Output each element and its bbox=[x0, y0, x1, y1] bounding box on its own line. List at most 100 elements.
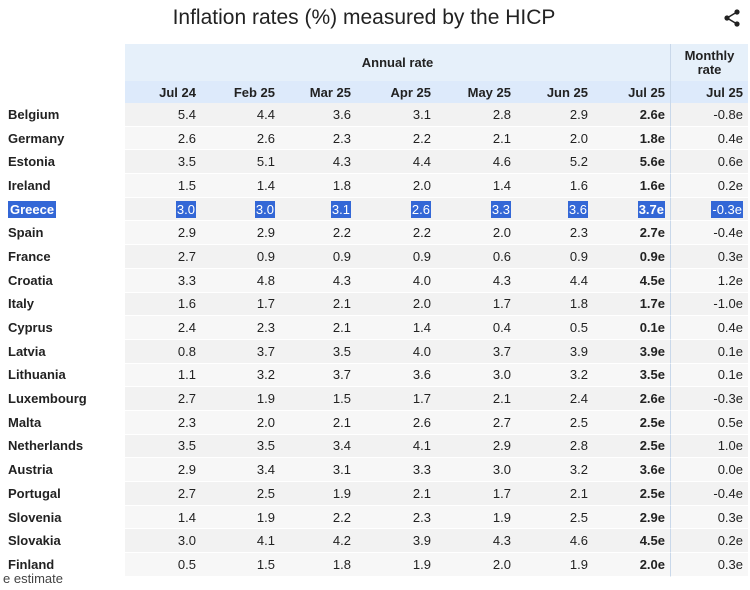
table-cell: 1.8 bbox=[280, 553, 356, 577]
table-cell: 4.4 bbox=[356, 150, 436, 175]
table-cell: 3.7 bbox=[201, 339, 280, 364]
table-cell: 1.6e bbox=[593, 174, 670, 198]
table-cell: 3.5 bbox=[125, 434, 201, 459]
table-cell: 2.0 bbox=[356, 292, 436, 317]
column-header[interactable]: Feb 25 bbox=[201, 81, 280, 103]
table-cell: 1.9 bbox=[436, 505, 516, 530]
country-name: Slovenia bbox=[3, 505, 125, 530]
table-cell: 3.0 bbox=[436, 458, 516, 482]
table-cell: 4.1 bbox=[201, 529, 280, 554]
table-cell: 2.1 bbox=[280, 410, 356, 435]
column-header[interactable]: Jul 24 bbox=[125, 81, 201, 103]
table-cell: 2.9 bbox=[201, 221, 280, 246]
table-cell: 0.4e bbox=[670, 316, 748, 340]
table-cell: 2.1 bbox=[280, 292, 356, 317]
table-row: Netherlands 3.5 3.5 3.4 4.1 2.9 2.8 2.5e 1.0e bbox=[3, 434, 748, 459]
table-cell: 2.0 bbox=[436, 221, 516, 246]
table-cell: 2.5 bbox=[516, 505, 593, 530]
table-cell: 3.9 bbox=[516, 339, 593, 364]
column-header[interactable]: Mar 25 bbox=[280, 81, 356, 103]
table-cell: 3.1 bbox=[280, 197, 356, 222]
page-title: Inflation rates (%) measured by the HICP bbox=[172, 6, 556, 29]
column-header[interactable]: Jun 25 bbox=[516, 81, 593, 103]
table-cell: 2.0 bbox=[356, 174, 436, 198]
table-row: Greece 3.0 3.0 3.1 2.6 3.3 3.6 3.7e -0.3e bbox=[3, 197, 748, 222]
table-cell: 2.7 bbox=[125, 245, 201, 269]
table-cell: 4.6 bbox=[436, 150, 516, 175]
table-cell: 2.7 bbox=[436, 410, 516, 435]
table-cell: 0.1e bbox=[593, 316, 670, 340]
column-header[interactable]: Jul 25 bbox=[670, 81, 748, 103]
table-cell: 4.4 bbox=[516, 268, 593, 293]
table-cell: 1.9 bbox=[201, 387, 280, 411]
table-cell: 2.6e bbox=[593, 103, 670, 127]
table-cell: 0.4 bbox=[436, 316, 516, 340]
table-cell: 2.0 bbox=[201, 410, 280, 435]
table-cell: 1.7 bbox=[201, 292, 280, 317]
table-cell: 0.4e bbox=[670, 126, 748, 151]
table-cell: 2.7 bbox=[125, 482, 201, 506]
table-cell: 4.1 bbox=[356, 434, 436, 459]
table-cell: 4.3 bbox=[436, 268, 516, 293]
table-row: Italy 1.6 1.7 2.1 2.0 1.7 1.8 1.7e -1.0e bbox=[3, 292, 748, 317]
table-cell: 2.0 bbox=[436, 553, 516, 577]
table-cell: 3.6e bbox=[593, 458, 670, 482]
table-cell: 2.6 bbox=[125, 126, 201, 151]
country-name: Luxembourg bbox=[3, 387, 125, 411]
table-cell: 4.5e bbox=[593, 529, 670, 554]
table-cell: 0.8 bbox=[125, 339, 201, 364]
table-row: Croatia 3.3 4.8 4.3 4.0 4.3 4.4 4.5e 1.2e bbox=[3, 268, 748, 293]
table-cell: 1.1 bbox=[125, 363, 201, 388]
table-cell: 1.7e bbox=[593, 292, 670, 317]
country-name: Croatia bbox=[3, 268, 125, 293]
table-cell: 1.4 bbox=[201, 174, 280, 198]
table-cell: 4.3 bbox=[436, 529, 516, 554]
table-cell: 2.1 bbox=[516, 482, 593, 506]
table-cell: 3.7e bbox=[593, 197, 670, 222]
column-header[interactable]: Apr 25 bbox=[356, 81, 436, 103]
table-row: Estonia 3.5 5.1 4.3 4.4 4.6 5.2 5.6e 0.6e bbox=[3, 150, 748, 175]
share-icon[interactable] bbox=[722, 8, 742, 28]
table-cell: 0.1e bbox=[670, 339, 748, 364]
table-cell: 2.5 bbox=[201, 482, 280, 506]
table-cell: 1.6 bbox=[125, 292, 201, 317]
table-cell: 1.9 bbox=[516, 553, 593, 577]
column-header[interactable]: May 25 bbox=[436, 81, 516, 103]
table-cell: 4.3 bbox=[280, 150, 356, 175]
table-cell: 2.9 bbox=[516, 103, 593, 127]
table-cell: 2.3 bbox=[201, 316, 280, 340]
table-cell: -0.3e bbox=[670, 387, 748, 411]
table-cell: 3.3 bbox=[356, 458, 436, 482]
table-cell: 1.4 bbox=[125, 505, 201, 530]
table-cell: 3.9e bbox=[593, 339, 670, 364]
table-cell: 2.9 bbox=[125, 458, 201, 482]
table-cell: 5.2 bbox=[516, 150, 593, 175]
table-cell: 1.8 bbox=[516, 292, 593, 317]
inflation-table: Annual rate Monthly rate Jul 24 Feb 25 Mar… bbox=[3, 44, 748, 577]
table-cell: 3.7 bbox=[436, 339, 516, 364]
table-cell: 3.2 bbox=[516, 458, 593, 482]
table-cell: 2.8 bbox=[516, 434, 593, 459]
table-cell: 0.2e bbox=[670, 529, 748, 554]
country-name: Latvia bbox=[3, 339, 125, 364]
table-cell: 2.3 bbox=[356, 505, 436, 530]
table-cell: 0.6 bbox=[436, 245, 516, 269]
table-cell: 1.6 bbox=[516, 174, 593, 198]
country-name: Belgium bbox=[3, 103, 125, 127]
table-cell: 3.7 bbox=[280, 363, 356, 388]
table-row: Slovakia 3.0 4.1 4.2 3.9 4.3 4.6 4.5e 0.2e bbox=[3, 529, 748, 554]
table-cell: 4.4 bbox=[201, 103, 280, 127]
table-cell: 2.8 bbox=[436, 103, 516, 127]
column-header[interactable]: Jul 25 bbox=[593, 81, 670, 103]
table-cell: 3.4 bbox=[280, 434, 356, 459]
country-name: Ireland bbox=[3, 174, 125, 198]
table-cell: 3.1 bbox=[356, 103, 436, 127]
table-cell: 1.9 bbox=[280, 482, 356, 506]
table-cell: 3.5 bbox=[201, 434, 280, 459]
table-cell: 2.7 bbox=[125, 387, 201, 411]
table-row: Cyprus 2.4 2.3 2.1 1.4 0.4 0.5 0.1e 0.4e bbox=[3, 316, 748, 340]
table-cell: 4.8 bbox=[201, 268, 280, 293]
table-cell: 3.3 bbox=[125, 268, 201, 293]
table-cell: 3.2 bbox=[201, 363, 280, 388]
country-name: Lithuania bbox=[3, 363, 125, 388]
